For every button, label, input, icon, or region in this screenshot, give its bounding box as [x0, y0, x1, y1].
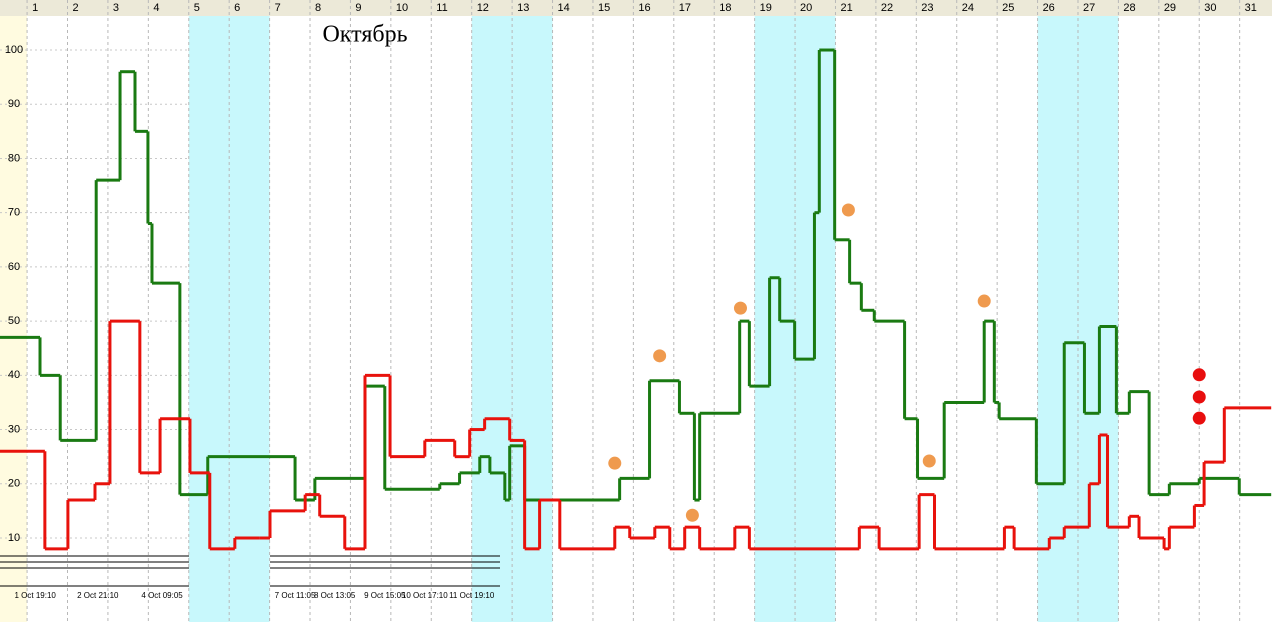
marker-dot	[1192, 390, 1206, 404]
x-tick-label: 15	[598, 2, 610, 14]
marker-dot	[977, 294, 991, 308]
y-tick-label: 60	[8, 261, 20, 273]
x-tick-label: 27	[1083, 2, 1095, 14]
y-tick-label: 10	[8, 532, 20, 544]
chart-title: Октябрь	[322, 22, 407, 48]
x-tick-label: 14	[558, 2, 570, 14]
x-tick-label: 1	[32, 2, 38, 14]
grid	[0, 0, 1241, 622]
y-tick-label: 40	[8, 369, 20, 381]
time-label: 2 Oct 21:10	[77, 591, 119, 600]
plot	[0, 48, 1272, 551]
x-tick-label: 28	[1123, 2, 1135, 14]
marker-dot	[653, 349, 667, 363]
x-tick-label: 24	[962, 2, 974, 14]
marker-dot	[922, 454, 936, 468]
inset-rules	[0, 555, 500, 587]
marker-dot	[733, 301, 747, 315]
shaded-days	[188, 16, 1119, 622]
x-tick-label: 13	[517, 2, 529, 14]
time-label: 7 Oct 11:05	[275, 591, 316, 600]
x-tick-label: 8	[315, 2, 321, 14]
x-tick-label: 26	[1043, 2, 1055, 14]
x-tick-label: 9	[355, 2, 361, 14]
x-tick-label: 21	[840, 2, 852, 14]
time-label: 9 Oct 15:05	[364, 591, 406, 600]
x-tick-label: 3	[113, 2, 119, 14]
y-tick-label: 80	[8, 152, 20, 164]
x-tick-label: 2	[73, 2, 79, 14]
shaded-day	[471, 16, 513, 622]
marker-dot	[841, 203, 855, 217]
shaded-day	[229, 16, 270, 622]
x-tick-label: 16	[638, 2, 650, 14]
time-label: 1 Oct 19:10	[14, 591, 56, 600]
x-tick-label: 22	[881, 2, 893, 14]
x-tick-label: 30	[1204, 2, 1216, 14]
y-tick-label: 70	[8, 207, 20, 219]
x-tick-label: 19	[760, 2, 772, 14]
x-tick-label: 31	[1245, 2, 1257, 14]
time-label: 4 Oct 09:05	[141, 591, 183, 600]
x-tick-label: 11	[436, 2, 447, 14]
marker-dot	[1192, 411, 1206, 425]
y-tick-label: 30	[8, 423, 20, 435]
time-label: 11 Oct 19:10	[449, 591, 495, 600]
x-tick-label: 12	[477, 2, 489, 14]
marker-dot	[1192, 368, 1206, 382]
header-strip	[0, 0, 1272, 16]
x-tick-label: 4	[153, 2, 159, 14]
x-tick-label: 20	[800, 2, 812, 14]
y-tick-label: 50	[8, 315, 20, 327]
x-tick-label: 25	[1002, 2, 1014, 14]
x-tick-label: 23	[921, 2, 933, 14]
x-tick-label: 6	[234, 2, 240, 14]
x-tick-label: 10	[396, 2, 408, 14]
time-label: 8 Oct 13:05	[314, 591, 356, 600]
left-strip	[0, 0, 27, 622]
x-tick-label: 7	[275, 2, 281, 14]
shaded-day	[512, 16, 553, 622]
y-tick-label: 100	[5, 44, 23, 56]
time-label: 10 Oct 17:10	[402, 591, 448, 600]
shaded-day	[1077, 16, 1119, 622]
marker-dot	[685, 508, 699, 522]
y-tick-label: 20	[8, 478, 20, 490]
x-tick-label: 17	[679, 2, 691, 14]
x-tick-label: 29	[1164, 2, 1176, 14]
x-tick-label: 18	[719, 2, 731, 14]
marker-dot	[608, 456, 622, 470]
shaded-day	[754, 16, 796, 622]
shaded-day	[1037, 16, 1078, 622]
x-tick-label: 5	[194, 2, 200, 14]
y-tick-label: 90	[8, 98, 20, 110]
